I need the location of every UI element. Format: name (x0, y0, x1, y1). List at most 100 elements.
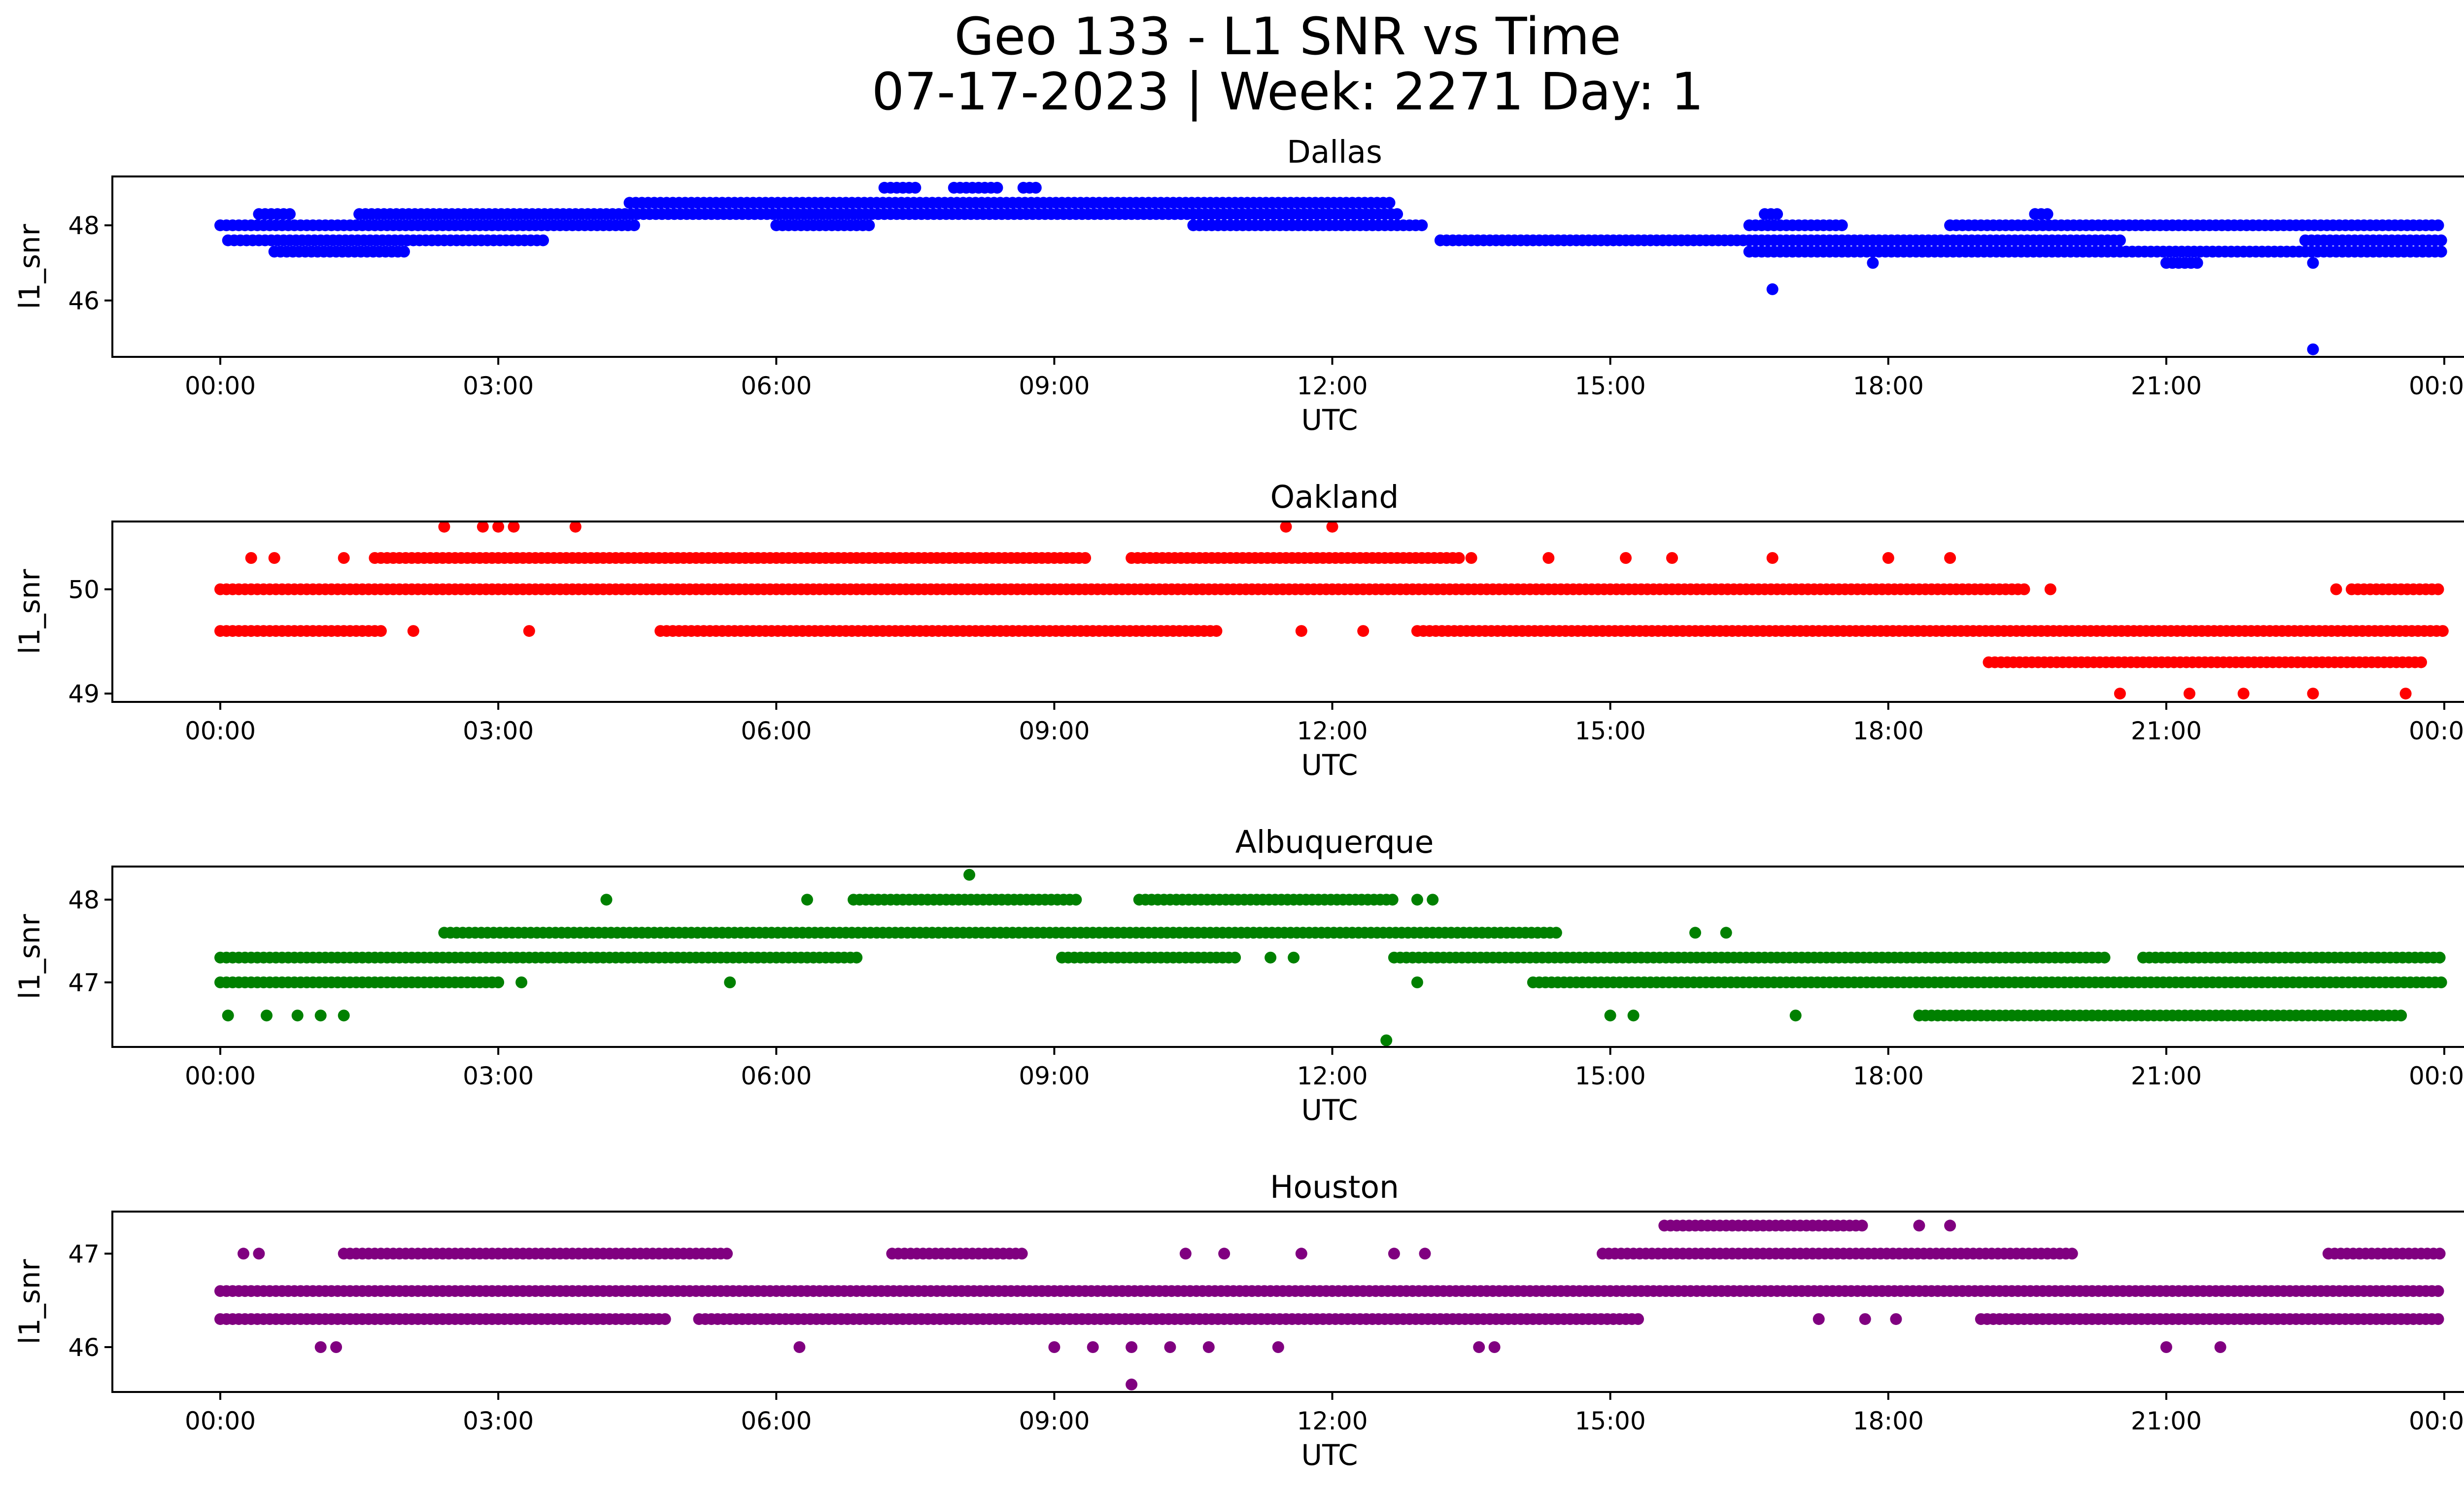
data-point (1542, 552, 1555, 564)
data-point (721, 1248, 733, 1260)
data-point (2044, 583, 2056, 595)
data-point (438, 522, 450, 533)
data-point (2114, 234, 2126, 246)
y-tick-label: 46 (68, 287, 100, 315)
data-point (2066, 1248, 2078, 1260)
x-tick-label: 12:00 (1297, 1407, 1368, 1435)
data-point (407, 625, 419, 637)
data-point (851, 951, 863, 964)
x-tick-label: 03:00 (463, 1407, 534, 1435)
data-point (1771, 208, 1783, 220)
data-point (2029, 208, 2041, 220)
x-tick-label: 06:00 (741, 1062, 812, 1090)
subplot-dallas: Dallas 00:00 03:00 06:00 09:00 12:00 15:00 18:0… (13, 134, 2464, 437)
data-point (1836, 219, 1848, 232)
data-point (1202, 1341, 1215, 1353)
x-tick-label: 00:00 (185, 372, 256, 400)
data-point (284, 208, 296, 220)
data-point (1048, 1341, 1061, 1353)
data-point (2041, 208, 2053, 220)
subplot-oakland: Oakland 00:00 03:00 06:00 09:00 12:00 15:00 18:… (13, 479, 2464, 782)
data-point (909, 181, 922, 194)
data-point (2415, 656, 2427, 668)
data-point (1473, 1341, 1485, 1353)
x-tick-label: 15:00 (1575, 372, 1646, 400)
data-point (2433, 1248, 2446, 1260)
data-point (1388, 1248, 1400, 1260)
data-point (1070, 894, 1082, 906)
x-tick-label: 06:00 (741, 1407, 812, 1435)
data-point (2307, 257, 2319, 269)
data-point (1087, 1341, 1099, 1353)
subplot-title: Dallas (1287, 134, 1382, 170)
y-axis-label: l1_snr (13, 914, 46, 999)
x-tick-label: 00:00 (2409, 372, 2464, 400)
scatter-series (214, 181, 2447, 355)
data-point (1604, 1009, 1616, 1022)
data-point (569, 522, 582, 533)
data-point (338, 1009, 350, 1022)
data-point (863, 219, 875, 232)
data-point (1126, 1378, 1138, 1391)
data-point (338, 552, 350, 564)
x-axis-label: UTC (1301, 1438, 1358, 1472)
plot-frame (111, 1211, 2464, 1393)
data-point (222, 1009, 234, 1022)
subplot-albuquerque: Albuquerque 00:00 03:00 06:00 09:00 12:00 15:0… (13, 824, 2464, 1127)
data-point (1913, 1219, 1925, 1232)
data-point (724, 976, 736, 988)
data-point (2114, 688, 2126, 700)
figure-title-line1: Geo 133 - L1 SNR vs Time (954, 6, 1621, 67)
x-axis-label: UTC (1301, 403, 1358, 437)
data-point (2435, 976, 2447, 988)
data-point (1550, 927, 1562, 939)
data-point (2399, 688, 2412, 700)
data-point (1944, 552, 1956, 564)
data-point (1326, 522, 1338, 533)
subplot-panels: Dallas 00:00 03:00 06:00 09:00 12:00 15:00 18:0… (13, 134, 2464, 1472)
data-point (1766, 552, 1779, 564)
x-tick-label: 18:00 (1853, 1062, 1924, 1090)
data-point (492, 522, 505, 533)
data-point (1867, 257, 1879, 269)
data-point (2018, 583, 2030, 595)
data-point (1789, 1009, 1802, 1022)
x-tick-label: 09:00 (1019, 717, 1090, 745)
x-tick-label: 00:00 (2409, 1062, 2464, 1090)
y-tick-label: 48 (68, 211, 100, 240)
data-point (1488, 1341, 1501, 1353)
x-tick-label: 12:00 (1297, 717, 1368, 745)
scatter-series (214, 869, 2447, 1046)
figure-title-line2: 07-17-2023 | Week: 2271 Day: 1 (872, 62, 1704, 122)
data-point (1620, 552, 1632, 564)
x-tick-label: 21:00 (2131, 1407, 2202, 1435)
data-point (1465, 552, 1477, 564)
x-tick-label: 18:00 (1853, 1407, 1924, 1435)
data-point (2432, 1313, 2444, 1325)
data-point (1689, 927, 1701, 939)
data-point (2222, 219, 2234, 232)
x-tick-label: 00:00 (185, 1062, 256, 1090)
data-point (245, 552, 257, 564)
x-tick-label: 09:00 (1019, 372, 1090, 400)
data-point (2436, 625, 2449, 637)
x-tick-label: 00:00 (2409, 717, 2464, 745)
data-point (2433, 951, 2446, 964)
data-point (330, 1341, 342, 1353)
data-point (1813, 1313, 1825, 1325)
subplot-houston: Houston 00:00 03:00 06:00 09:00 12:00 15:00 18:… (13, 1169, 2464, 1472)
data-point (1079, 552, 1092, 564)
data-point (1627, 1009, 1640, 1022)
data-point (1890, 1313, 1902, 1325)
data-point (2432, 583, 2444, 595)
data-point (1357, 625, 1369, 637)
y-tick-label: 47 (68, 969, 100, 997)
x-tick-label: 18:00 (1853, 372, 1924, 400)
x-tick-label: 00:00 (2409, 1407, 2464, 1435)
data-point (793, 1341, 806, 1353)
x-tick-label: 06:00 (741, 372, 812, 400)
data-point (1427, 894, 1439, 906)
data-point (1411, 976, 1423, 988)
data-point (2183, 688, 2195, 700)
data-point (1944, 1219, 1956, 1232)
